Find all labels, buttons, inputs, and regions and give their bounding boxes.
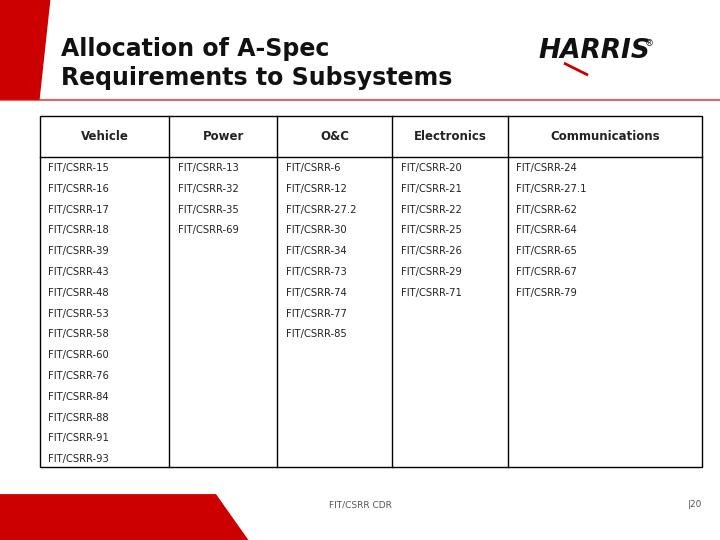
Text: Power: Power bbox=[202, 130, 244, 143]
Text: HARRIS: HARRIS bbox=[538, 38, 650, 64]
Text: FIT/CSRR-17: FIT/CSRR-17 bbox=[48, 205, 109, 215]
Text: FIT/CSRR-93: FIT/CSRR-93 bbox=[48, 454, 109, 464]
Text: FIT/CSRR-6: FIT/CSRR-6 bbox=[286, 163, 341, 173]
Text: FIT/CSRR-21: FIT/CSRR-21 bbox=[401, 184, 462, 194]
Text: Vehicle: Vehicle bbox=[81, 130, 128, 143]
Text: FIT/CSRR-20: FIT/CSRR-20 bbox=[401, 163, 462, 173]
Text: FIT/CSRR-67: FIT/CSRR-67 bbox=[516, 267, 577, 277]
Text: FIT/CSRR-84: FIT/CSRR-84 bbox=[48, 392, 109, 402]
Text: FIT/CSRR-62: FIT/CSRR-62 bbox=[516, 205, 577, 215]
Text: FIT/CSRR-27.2: FIT/CSRR-27.2 bbox=[286, 205, 356, 215]
Text: FIT/CSRR-85: FIT/CSRR-85 bbox=[286, 329, 346, 340]
Text: FIT/CSRR-12: FIT/CSRR-12 bbox=[286, 184, 347, 194]
Text: FIT/CSRR-22: FIT/CSRR-22 bbox=[401, 205, 462, 215]
Text: FIT/CSRR-24: FIT/CSRR-24 bbox=[516, 163, 577, 173]
Text: FIT/CSRR CDR: FIT/CSRR CDR bbox=[328, 501, 392, 509]
Text: FIT/CSRR-74: FIT/CSRR-74 bbox=[286, 288, 346, 298]
Text: FIT/CSRR-27.1: FIT/CSRR-27.1 bbox=[516, 184, 587, 194]
Text: FIT/CSRR-73: FIT/CSRR-73 bbox=[286, 267, 346, 277]
Text: FIT/CSRR-64: FIT/CSRR-64 bbox=[516, 226, 577, 235]
Text: Allocation of A-Spec: Allocation of A-Spec bbox=[61, 37, 330, 60]
Text: FIT/CSRR-53: FIT/CSRR-53 bbox=[48, 308, 109, 319]
Text: FIT/CSRR-34: FIT/CSRR-34 bbox=[286, 246, 346, 256]
Polygon shape bbox=[0, 494, 248, 540]
Text: FIT/CSRR-35: FIT/CSRR-35 bbox=[178, 205, 238, 215]
Text: FIT/CSRR-77: FIT/CSRR-77 bbox=[286, 308, 347, 319]
Text: |20: |20 bbox=[688, 501, 702, 509]
Text: Communications: Communications bbox=[550, 130, 660, 143]
Text: FIT/CSRR-58: FIT/CSRR-58 bbox=[48, 329, 109, 340]
Text: FIT/CSRR-25: FIT/CSRR-25 bbox=[401, 226, 462, 235]
Text: Requirements to Subsystems: Requirements to Subsystems bbox=[61, 66, 453, 90]
Text: FIT/CSRR-39: FIT/CSRR-39 bbox=[48, 246, 109, 256]
Bar bbox=[40, 116, 702, 467]
Text: FIT/CSRR-65: FIT/CSRR-65 bbox=[516, 246, 577, 256]
Text: FIT/CSRR-15: FIT/CSRR-15 bbox=[48, 163, 109, 173]
Text: FIT/CSRR-71: FIT/CSRR-71 bbox=[401, 288, 462, 298]
Text: ®: ® bbox=[644, 39, 654, 48]
Text: FIT/CSRR-60: FIT/CSRR-60 bbox=[48, 350, 109, 360]
Text: FIT/CSRR-26: FIT/CSRR-26 bbox=[401, 246, 462, 256]
Text: FIT/CSRR-32: FIT/CSRR-32 bbox=[178, 184, 238, 194]
Text: O&C: O&C bbox=[320, 130, 349, 143]
Text: FIT/CSRR-48: FIT/CSRR-48 bbox=[48, 288, 109, 298]
Text: FIT/CSRR-69: FIT/CSRR-69 bbox=[178, 226, 239, 235]
Text: FIT/CSRR-29: FIT/CSRR-29 bbox=[401, 267, 462, 277]
Text: FIT/CSRR-16: FIT/CSRR-16 bbox=[48, 184, 109, 194]
Text: FIT/CSRR-18: FIT/CSRR-18 bbox=[48, 226, 109, 235]
Text: Electronics: Electronics bbox=[413, 130, 487, 143]
Polygon shape bbox=[0, 0, 50, 100]
Text: FIT/CSRR-30: FIT/CSRR-30 bbox=[286, 226, 346, 235]
Text: FIT/CSRR-76: FIT/CSRR-76 bbox=[48, 371, 109, 381]
Text: FIT/CSRR-79: FIT/CSRR-79 bbox=[516, 288, 577, 298]
Text: FIT/CSRR-13: FIT/CSRR-13 bbox=[178, 163, 238, 173]
Text: FIT/CSRR-91: FIT/CSRR-91 bbox=[48, 433, 109, 443]
Text: FIT/CSRR-88: FIT/CSRR-88 bbox=[48, 413, 109, 423]
Text: FIT/CSRR-43: FIT/CSRR-43 bbox=[48, 267, 109, 277]
